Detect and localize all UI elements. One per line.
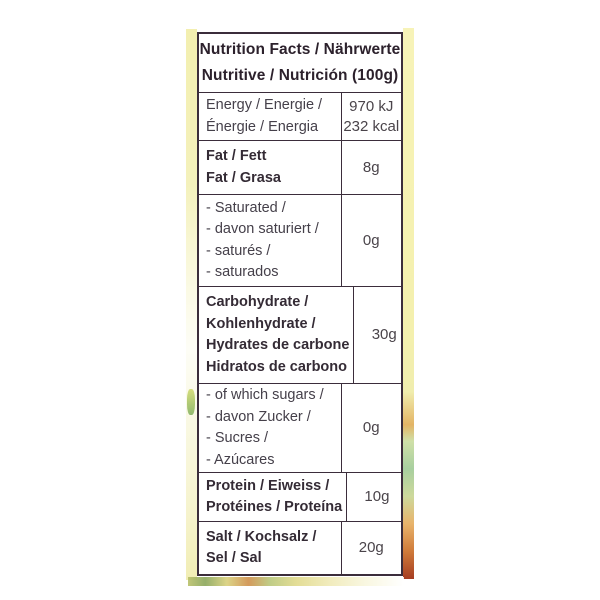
row-protein: Protein / Eiweiss / Protéines / Proteína…: [199, 472, 401, 521]
row-energy-label-line: Énergie / Energia: [206, 118, 319, 135]
row-energy-label-line: Energy / Energie /: [206, 97, 323, 113]
row-salt-label-line: Sel / Sal: [206, 550, 262, 566]
table-header: Nutrition Facts / Nährwerte Nutritive / …: [199, 34, 401, 92]
energy-kj-value: 970 kJ: [349, 97, 394, 115]
row-sugars-label: - of which sugars / - davon Zucker / - S…: [199, 384, 341, 472]
row-sugars-label-line: - Sucres /: [206, 430, 269, 446]
row-saturated-label-line: - saturés /: [206, 242, 271, 259]
row-energy-value: 970 kJ 232 kcal: [340, 93, 402, 140]
row-saturated-label-line: - davon saturiert /: [206, 221, 319, 237]
row-fat-label: Fat / Fett Fat / Grasa: [199, 141, 341, 194]
fat-value: 8g: [362, 158, 380, 176]
row-protein-label: Protein / Eiweiss / Protéines / Proteína: [199, 473, 346, 521]
row-saturated-fat: - Saturated / - davon saturiert / - satu…: [199, 194, 401, 286]
saturated-value: 0g: [362, 231, 380, 249]
salt-value: 20g: [358, 539, 384, 556]
package-print-fleck: [187, 389, 195, 415]
row-carbohydrate-label: Carbohydrate / Kohlenhydrate / Hydrates …: [199, 287, 353, 383]
row-salt: Salt / Kochsalz / Sel / Sal 20g: [199, 521, 401, 574]
protein-value: 10g: [364, 488, 390, 505]
row-saturated-label-line: - Saturated /: [206, 199, 286, 216]
sugars-value: 0g: [362, 419, 380, 436]
row-carbohydrate-label-line: Hydrates de carbone: [206, 337, 350, 353]
row-saturated-value: 0g: [340, 195, 402, 286]
header-title-line-1: Nutrition Facts / Nährwerte: [199, 41, 401, 58]
package-edge-right: [403, 28, 414, 579]
package-edge-left: [186, 29, 197, 580]
nutrition-facts-table: Nutrition Facts / Nährwerte Nutritive / …: [197, 32, 403, 576]
row-energy: Energy / Energie / Énergie / Energia 970…: [199, 92, 401, 140]
row-protein-label-line: Protéines / Proteína: [206, 499, 343, 515]
row-fat: Fat / Fett Fat / Grasa 8g: [199, 140, 401, 194]
row-sugars-value: 0g: [340, 384, 402, 472]
row-carbohydrate-label-line: Hidratos de carbono: [206, 358, 347, 375]
row-saturated-label: - Saturated / - davon saturiert / - satu…: [199, 195, 341, 286]
row-fat-label-line: Fat / Fett: [206, 148, 267, 164]
row-carbohydrate: Carbohydrate / Kohlenhydrate / Hydrates …: [199, 286, 401, 383]
row-salt-label: Salt / Kochsalz / Sel / Sal: [199, 522, 341, 574]
energy-kcal-value: 232 kcal: [343, 117, 400, 135]
row-sugars-label-line: - davon Zucker /: [206, 408, 311, 425]
row-salt-value: 20g: [340, 522, 402, 574]
row-fat-value: 8g: [340, 141, 402, 194]
row-fat-label-line: Fat / Grasa: [206, 169, 281, 186]
row-sugars-label-line: - of which sugars /: [206, 387, 324, 403]
row-energy-label: Energy / Energie / Énergie / Energia: [199, 93, 341, 140]
row-carbohydrate-label-line: Carbohydrate /: [206, 294, 309, 310]
row-salt-label-line: Salt / Kochsalz /: [206, 528, 317, 545]
header-title-line-2: Nutritive / Nutrición (100g): [201, 67, 399, 84]
row-saturated-label-line: - saturados: [206, 264, 279, 280]
package-edge-bottom: [188, 577, 404, 586]
row-protein-label-line: Protein / Eiweiss /: [206, 477, 330, 494]
row-carbohydrate-label-line: Kohlenhydrate /: [206, 315, 316, 332]
row-sugars: - of which sugars / - davon Zucker / - S…: [199, 383, 401, 472]
row-protein-value: 10g: [346, 473, 407, 521]
row-carbohydrate-value: 30g: [353, 287, 414, 383]
carbohydrate-value: 30g: [371, 326, 397, 343]
row-sugars-label-line: - Azúcares: [206, 451, 275, 468]
